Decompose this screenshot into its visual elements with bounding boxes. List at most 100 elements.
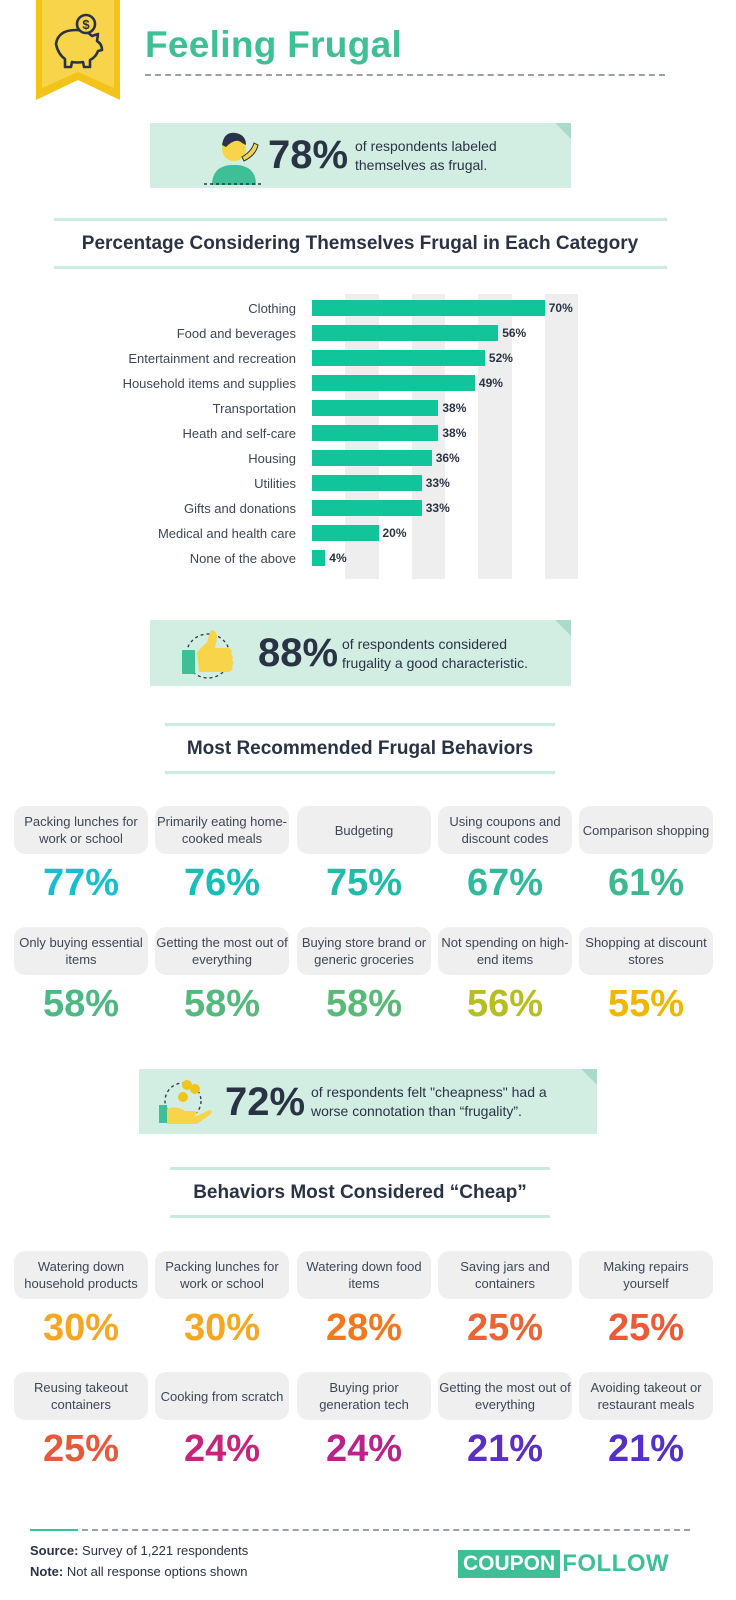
behavior-label: Shopping at discount stores (585, 935, 707, 967)
section-rule (165, 771, 555, 774)
behavior-card: Primarily eating home-cooked meals (155, 806, 289, 854)
behavior-label: Reusing takeout containers (34, 1380, 128, 1412)
grid-band (544, 294, 578, 579)
stat-callout-good-characteristic: 88% of respondents considered frugality … (150, 620, 571, 686)
thinking-person-icon (204, 132, 262, 185)
behavior-label: Buying prior generation tech (319, 1380, 409, 1412)
behavior-card: Getting the most out of everything (155, 927, 289, 975)
behavior-card: Making repairs yourself (579, 1251, 713, 1299)
behavior-percent: 25% (607, 1307, 685, 1349)
section-rule (54, 218, 667, 221)
category-label: Housing (248, 451, 296, 466)
thumbs-up-icon (182, 630, 234, 679)
bar (312, 350, 485, 366)
bar (312, 300, 545, 316)
behavior-label: Buying store brand or generic groceries (301, 935, 427, 967)
stat-text-line1: of respondents considered (342, 636, 507, 652)
stat-text-line2: worse connotation than “frugality”. (311, 1103, 522, 1119)
stat-text-line1: of respondents labeled (355, 138, 497, 154)
behavior-percent: 56% (466, 983, 544, 1025)
behavior-percent: 77% (42, 862, 120, 904)
behavior-percent: 67% (466, 862, 544, 904)
stat-pct: 78% (268, 133, 349, 177)
behavior-card: Getting the most out of everything (438, 1372, 572, 1420)
behavior-percent: 58% (183, 983, 261, 1025)
behavior-label: Packing lunches for work or school (24, 814, 138, 846)
behavior-percent: 58% (42, 983, 120, 1025)
category-label: Food and beverages (176, 326, 296, 341)
bar-value-label: 36% (435, 451, 460, 465)
behavior-card: Only buying essential items (14, 927, 148, 975)
behavior-percent: 24% (183, 1428, 261, 1470)
behavior-card: Buying store brand or generic groceries (297, 927, 431, 975)
behavior-card: Not spending on high-end items (438, 927, 572, 975)
stat-pct: 72% (225, 1080, 306, 1124)
behavior-card: Comparison shopping (579, 806, 713, 854)
piggy-bank-ribbon-icon: $ (36, 0, 120, 100)
bar-value-label: 49% (478, 376, 503, 390)
behavior-card: Packing lunches for work or school (14, 806, 148, 854)
note-line: Note: Not all response options shown (30, 1564, 248, 1579)
section-rule (170, 1167, 550, 1170)
section-rule (165, 723, 555, 726)
svg-text:$: $ (82, 17, 90, 32)
stat-text-line2: themselves as frugal. (355, 157, 488, 173)
bar-value-label: 70% (548, 301, 573, 315)
behavior-percent: 28% (325, 1307, 403, 1349)
behavior-card: Avoiding takeout or restaurant meals (579, 1372, 713, 1420)
behavior-label: Primarily eating home-cooked meals (156, 814, 288, 846)
category-bar-chart: Clothing 70% Food and beverages 56% Entertai… (0, 290, 736, 590)
behavior-card: Using coupons and discount codes (438, 806, 572, 854)
behavior-label: Only buying essential items (19, 935, 143, 967)
grid-band (478, 294, 512, 579)
behavior-card: Watering down household products (14, 1251, 148, 1299)
bar-value-label: 52% (488, 351, 513, 365)
bar (312, 375, 475, 391)
bar-value-label: 4% (329, 551, 347, 565)
bar-value-label: 38% (442, 426, 467, 440)
behavior-percent: 24% (325, 1428, 403, 1470)
behavior-label: Getting the most out of everything (156, 935, 288, 967)
title-divider (145, 74, 665, 76)
bar (312, 500, 422, 516)
stat-callout-frugal: 78% of respondents labeled themselves as… (150, 123, 571, 188)
bar-value-label: 20% (382, 526, 407, 540)
bar (312, 400, 439, 416)
page-title: Feeling Frugal (145, 24, 403, 65)
category-label: Heath and self-care (182, 426, 296, 441)
category-label: Utilities (254, 476, 296, 491)
bar-value-label: 38% (442, 401, 467, 415)
bar (312, 425, 439, 441)
behavior-label: Not spending on high-end items (441, 935, 569, 967)
category-label: Gifts and donations (183, 501, 296, 516)
category-label: Medical and health care (157, 526, 296, 541)
behavior-percent: 30% (183, 1307, 261, 1349)
behavior-percent: 25% (466, 1307, 544, 1349)
behavior-percent: 61% (607, 862, 685, 904)
stat-callout-cheapness: 72% of respondents felt "cheapness" had … (139, 1069, 597, 1134)
bar (312, 325, 499, 341)
bar-value-label: 33% (425, 501, 450, 515)
stat-text-line2: frugality a good characteristic. (342, 655, 528, 671)
behavior-label: Watering down household products (24, 1259, 138, 1291)
category-label: Transportation (212, 401, 296, 416)
recommended-title: Most Recommended Frugal Behaviors (186, 738, 534, 759)
stat-text-line1: of respondents felt "cheapness" had a (311, 1084, 547, 1100)
behavior-percent: 58% (325, 983, 403, 1025)
brand-logo-coupon: COUPON (458, 1550, 561, 1578)
behavior-card: Buying prior generation tech (297, 1372, 431, 1420)
behavior-percent: 25% (42, 1428, 120, 1470)
bar (312, 450, 432, 466)
behavior-label: Avoiding takeout or restaurant meals (590, 1380, 702, 1412)
category-label: Entertainment and recreation (128, 351, 296, 366)
chart-title: Percentage Considering Themselves Frugal… (81, 233, 639, 254)
brand-logo-follow: FOLLOW (562, 1550, 670, 1577)
bar (312, 475, 422, 491)
behavior-card: Budgeting (297, 806, 431, 854)
behavior-percent: 75% (325, 862, 403, 904)
bar-value-label: 33% (425, 476, 450, 490)
category-label: Clothing (248, 301, 296, 316)
category-label: Household items and supplies (122, 376, 296, 391)
behavior-label: Using coupons and discount codes (449, 814, 561, 846)
behavior-percent: 55% (607, 983, 685, 1025)
